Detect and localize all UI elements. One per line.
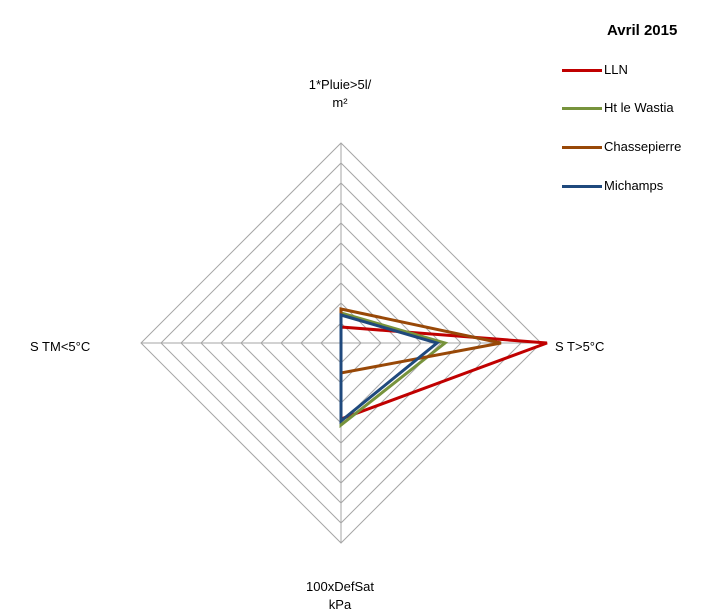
axis-label-line: 100xDefSat — [306, 579, 374, 594]
axis-label-line: kPa — [328, 597, 352, 612]
legend-swatch — [562, 69, 602, 72]
axis-label-pluie: 1*Pluie>5l/ m² — [260, 76, 420, 112]
axis-label-line: m² — [332, 95, 348, 110]
axis-label-line: 1*Pluie>5l/ — [308, 77, 372, 92]
legend-label: LLN — [604, 62, 628, 77]
axis-label-line: S TM<5°C — [30, 339, 91, 354]
legend-swatch — [562, 146, 602, 149]
series-line — [339, 325, 548, 422]
legend-label: Michamps — [604, 178, 664, 193]
series-line — [339, 313, 441, 425]
axis-label-line: S T>5°C — [555, 339, 605, 354]
legend-label: Chassepierre — [604, 139, 682, 154]
axis-label-st: S T>5°C — [555, 338, 635, 356]
chart-title: Avril 2015 — [607, 22, 678, 39]
axis-label-stm: S TM<5°C — [30, 338, 130, 356]
legend-swatch — [562, 185, 602, 188]
legend-label: Ht le Wastia — [604, 100, 674, 115]
axis-label-defsat: 100xDefSat kPa — [270, 578, 410, 614]
legend-swatch — [562, 107, 602, 110]
